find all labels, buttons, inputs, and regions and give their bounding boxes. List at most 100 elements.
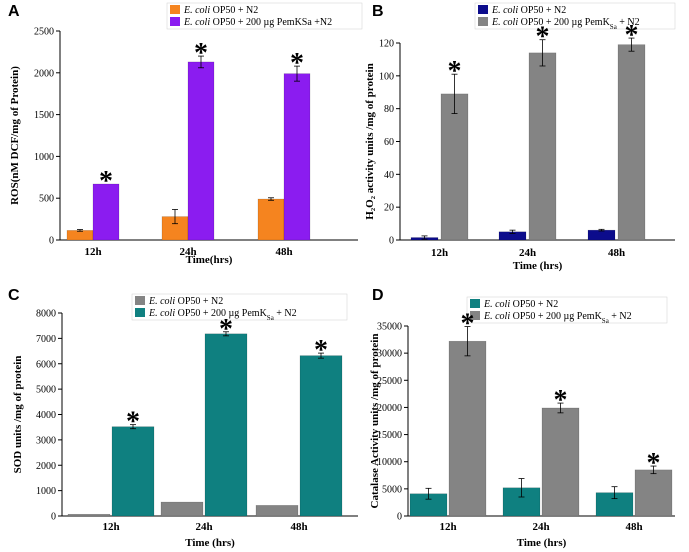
y-axis-title: ROS(nM DCF/mg of Protein)	[9, 66, 21, 205]
bar	[67, 513, 111, 517]
significance-star: *	[448, 56, 462, 87]
y-tick-label: 2500	[34, 27, 54, 38]
y-axis-title: SOD units /mg of protein	[12, 356, 24, 474]
legend-swatch	[478, 5, 488, 14]
x-tick-label: 24h	[532, 521, 549, 533]
legend: E. coli OP50 + N2E. coli OP50 + 200 µg P…	[131, 293, 348, 322]
legend-swatch	[470, 299, 480, 308]
panel-letter: C	[8, 287, 20, 304]
legend-swatch	[170, 5, 180, 14]
significance-star: *	[219, 314, 233, 345]
bar	[283, 73, 311, 241]
legend: E. coli OP50 + N2E. coli OP50 + 200 µg P…	[166, 2, 363, 30]
y-tick-label: 20000	[377, 403, 402, 414]
bar	[528, 52, 557, 241]
y-axis-title: H₂O₂ activity units /mg of protein	[364, 63, 376, 219]
bar	[541, 407, 580, 517]
legend-entry: E. coli OP50 + 200 µg PemKSa + N2	[483, 311, 632, 325]
y-tick-label: 80	[384, 104, 394, 115]
bar	[187, 61, 215, 241]
legend-swatch	[135, 296, 145, 305]
bar	[448, 340, 487, 517]
significance-star: *	[625, 20, 639, 51]
legend: E. coli OP50 + N2E. coli OP50 + 200 µg P…	[466, 296, 668, 325]
panel-letter: B	[372, 3, 384, 20]
legend-entry: E. coli OP50 + N2	[148, 296, 223, 307]
y-tick-label: 15000	[377, 430, 402, 441]
y-tick-label: 6000	[36, 359, 56, 370]
y-tick-label: 2000	[36, 461, 56, 472]
bar	[299, 355, 343, 517]
x-tick-label: 12h	[431, 247, 448, 259]
y-tick-label: 0	[51, 512, 56, 523]
legend-box	[131, 293, 348, 321]
y-tick-label: 30000	[377, 349, 402, 360]
x-axis-title: Time(hrs)	[186, 254, 233, 266]
legend-entry: E. coli OP50 + N2	[491, 5, 566, 16]
x-tick-label: 24h	[195, 521, 212, 533]
bar	[257, 198, 285, 241]
panel-letter: D	[372, 287, 384, 304]
y-tick-label: 10000	[377, 457, 402, 468]
significance-star: *	[126, 407, 140, 438]
y-tick-label: 1500	[34, 110, 54, 121]
y-tick-label: 0	[49, 236, 54, 247]
x-axis-title: Time (hrs)	[517, 537, 567, 549]
panel-A: A E. coli OP50 + N2E. coli OP50 + 200 µg …	[8, 2, 363, 266]
y-tick-label: 25000	[377, 376, 402, 387]
significance-star: *	[647, 448, 661, 479]
bar	[255, 505, 299, 517]
significance-star: *	[99, 166, 113, 197]
bar	[111, 426, 155, 517]
x-tick-label: 48h	[608, 247, 625, 259]
y-tick-label: 500	[39, 194, 54, 205]
significance-star: *	[314, 335, 328, 366]
legend-swatch	[470, 311, 480, 320]
significance-star: *	[536, 22, 550, 53]
legend-entry: E. coli OP50 + N2	[483, 299, 558, 310]
y-tick-label: 5000	[382, 484, 402, 495]
y-axis-title: Catalase Activity units /mg of protein	[369, 334, 381, 509]
bar	[587, 229, 616, 241]
y-tick-label: 0	[389, 236, 394, 247]
panel-letter: A	[8, 3, 20, 20]
bar	[204, 333, 248, 517]
legend-swatch	[170, 17, 180, 26]
significance-star: *	[290, 48, 304, 79]
y-tick-label: 60	[384, 137, 394, 148]
legend-box	[474, 2, 676, 30]
y-tick-label: 1000	[36, 486, 56, 497]
legend-entry: E. coli OP50 + 200 µg PemKSa + N2	[148, 308, 297, 322]
x-tick-label: 12h	[102, 521, 119, 533]
significance-star: *	[554, 385, 568, 416]
panel-B: B E. coli OP50 + N2E. coli OP50 + 200 µg …	[364, 2, 676, 272]
legend-entry: E. coli OP50 + 200 µg PemKSa +N2	[183, 17, 332, 28]
significance-star: *	[194, 38, 208, 69]
y-tick-label: 0	[397, 512, 402, 523]
y-tick-label: 120	[379, 39, 394, 50]
panel-C: C E. coli OP50 + N2E. coli OP50 + 200 µg …	[8, 287, 358, 549]
y-tick-label: 3000	[36, 435, 56, 446]
x-tick-label: 24h	[519, 247, 536, 259]
y-tick-label: 1000	[34, 152, 54, 163]
bar	[92, 183, 120, 241]
x-tick-label: 12h	[439, 521, 456, 533]
y-tick-label: 8000	[36, 309, 56, 320]
legend-box	[466, 296, 668, 324]
bar	[634, 469, 673, 517]
y-tick-label: 7000	[36, 334, 56, 345]
bar	[160, 501, 204, 517]
panel-D: D E. coli OP50 + N2E. coli OP50 + 200 µg …	[369, 287, 675, 549]
y-tick-label: 100	[379, 71, 394, 82]
y-tick-label: 40	[384, 170, 394, 181]
bar	[617, 44, 646, 241]
y-tick-label: 35000	[377, 322, 402, 333]
x-tick-label: 24h	[179, 246, 196, 258]
x-axis-title: Time (hrs)	[513, 260, 563, 272]
legend-entry: E. coli OP50 + 200 µg PemKSa + N2	[491, 17, 640, 31]
y-tick-label: 20	[384, 203, 394, 214]
legend-swatch	[135, 308, 145, 317]
x-tick-label: 48h	[275, 246, 292, 258]
x-tick-label: 48h	[625, 521, 642, 533]
